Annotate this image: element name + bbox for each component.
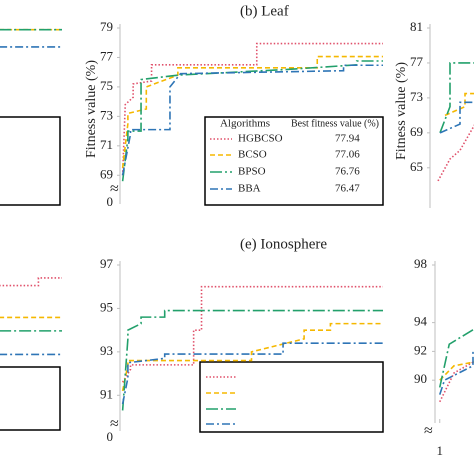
plot [438,328,474,403]
series-line [438,350,474,395]
y-tick-label: 69 [100,166,113,181]
axis-break: ≈ [424,423,433,440]
y-break-label: 0 [107,429,114,444]
y-tick-label: 93 [100,343,113,358]
legend-label: BPSO [238,166,266,178]
plot [0,28,62,48]
plot [121,285,383,411]
chart-title: (b) Leaf [240,3,289,19]
series-line [121,60,383,182]
legend-title: Algorithms [220,118,270,130]
chart-title: (e) Ionosphere [240,236,327,252]
y-axis-label: Fitness value (%) [84,60,99,158]
y-break-label: 0 [107,194,114,209]
legend-title: Best fitness value (%) [291,118,379,129]
series-line [121,285,383,383]
y-tick-label: 65 [410,159,423,174]
series-line [121,42,383,176]
y-tick-label: 73 [100,107,113,122]
legend-label: BBA [238,183,261,195]
legend-value: 77.06 [335,149,360,161]
y-tick-label: 91 [100,386,113,401]
legend-box [0,366,61,431]
y-tick-label: 69 [410,124,423,139]
series-line [121,64,383,176]
y-tick-label: 75 [100,78,113,93]
legend-box [199,361,384,433]
y-tick-label: 77 [410,54,424,69]
series-line [121,342,383,405]
series-line [438,328,474,388]
series-line [444,92,474,117]
y-tick-label: 73 [410,89,423,104]
y-axis-label: Fitness value (%) [394,62,409,160]
legend-value: 76.47 [335,183,360,195]
y-tick-label: 79 [100,19,113,34]
series-line [121,55,383,169]
series-line [121,322,383,392]
y-tick-label: 92 [414,342,427,357]
y-tick-label: 90 [414,371,427,386]
plot [0,277,62,356]
series-line [439,62,474,134]
legend-value: 77.94 [335,133,360,145]
y-tick-label: 94 [414,314,428,329]
y-tick-label: 98 [414,256,427,271]
series-line [439,101,474,134]
plot [121,42,383,182]
legend-value: 76.76 [335,166,360,178]
series-line [121,309,383,411]
series-line [439,360,474,403]
axis-break: ≈ [110,416,119,433]
series-line [0,277,62,287]
x-tick-label: 1 [437,443,444,458]
legend-box [0,116,61,206]
y-tick-label: 81 [410,19,423,34]
plot [437,62,474,182]
legend-label: HGBCSO [238,133,283,145]
axis-break: ≈ [110,181,119,198]
y-tick-label: 97 [100,256,114,271]
y-tick-label: 71 [100,137,113,152]
y-tick-label: 95 [100,299,113,314]
y-tick-label: 77 [100,48,114,63]
legend-label: BCSO [238,149,267,161]
legend-box [204,116,384,206]
